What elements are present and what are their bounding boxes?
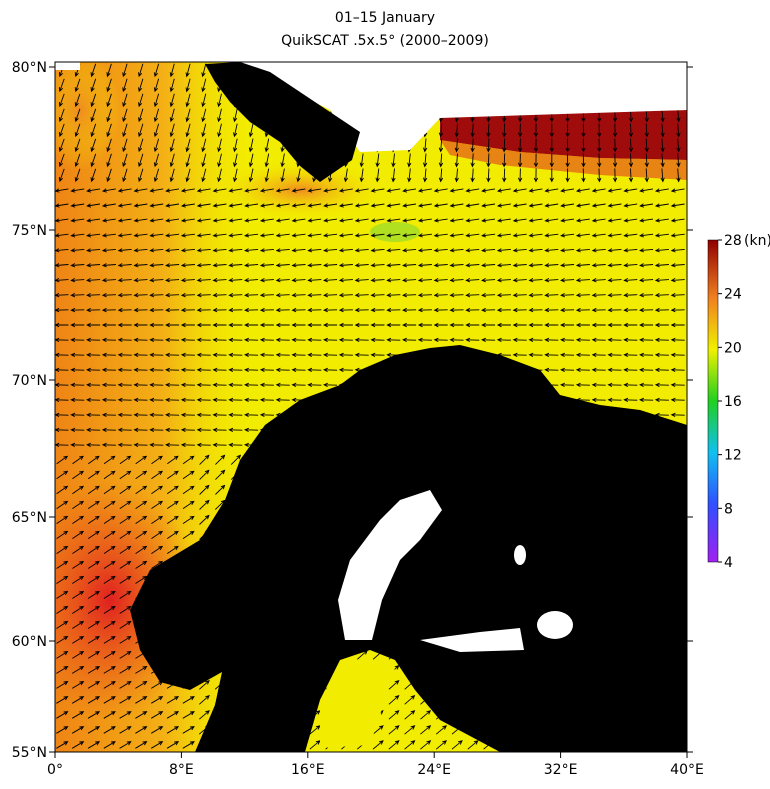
y-tick-label: 80°N xyxy=(12,60,47,76)
colorbar-tick-label: 16 xyxy=(724,394,742,410)
x-tick-label: 16°E xyxy=(291,762,325,778)
colorbar xyxy=(707,239,719,563)
colorbar-tick-label: 4 xyxy=(724,555,733,571)
x-tick-label: 24°E xyxy=(417,762,451,778)
colorbar-tick-label: 24 xyxy=(724,287,742,303)
y-tick-label: 65°N xyxy=(12,510,47,526)
title-line-2: QuikSCAT .5x.5° (2000–2009) xyxy=(281,33,489,49)
y-tick-label: 55°N xyxy=(12,745,47,761)
x-tick-label: 8°E xyxy=(169,762,194,778)
x-tick-label: 40°E xyxy=(670,762,704,778)
plot-frame xyxy=(54,61,688,753)
colorbar-unit: (kn) xyxy=(744,233,770,249)
y-tick-label: 60°N xyxy=(12,634,47,650)
map-field xyxy=(55,62,687,752)
colorbar-tick-label: 8 xyxy=(724,501,733,517)
x-tick-label: 32°E xyxy=(544,762,578,778)
y-tick-label: 75°N xyxy=(12,223,47,239)
colorbar-tick-label: 28 xyxy=(724,233,742,249)
y-tick-label: 70°N xyxy=(12,373,47,389)
title-line-1: 01–15 January xyxy=(335,10,435,26)
x-tick-label: 0° xyxy=(47,762,63,778)
colorbar-tick-label: 20 xyxy=(724,340,742,356)
colorbar-tick-label: 12 xyxy=(724,448,742,464)
